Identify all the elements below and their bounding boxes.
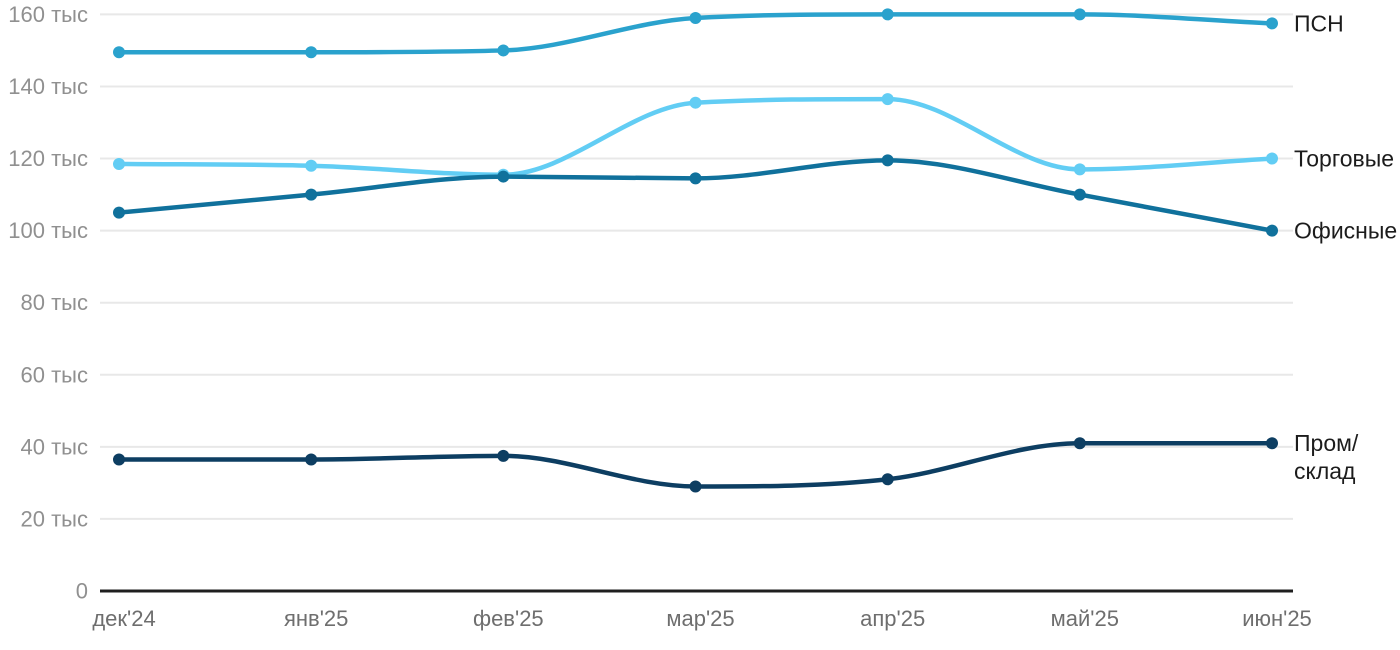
data-point-prom-sklad-0[interactable] [113, 453, 125, 466]
x-axis-tick-label: дек'24 [92, 606, 155, 631]
y-axis-tick-label: 80 тыс [21, 290, 88, 315]
series-line-torgovye [116, 96, 1275, 178]
y-axis-tick-label: 0 [76, 579, 88, 604]
data-point-psn-2[interactable] [497, 44, 510, 57]
y-axis-tick-label: 140 тыс [8, 74, 88, 99]
y-axis-tick-label: 20 тыс [21, 506, 88, 531]
data-point-ofisnye-5[interactable] [1073, 188, 1086, 201]
y-axis-tick-label: 120 тыс [8, 146, 88, 171]
data-point-prom-sklad-2[interactable] [497, 449, 510, 462]
data-point-prom-sklad-5[interactable] [1073, 437, 1086, 450]
data-point-psn-0[interactable] [113, 46, 125, 59]
y-axis-tick-label: 160 тыс [8, 2, 88, 27]
series-group [113, 8, 1279, 493]
x-axis-tick-label: май'25 [1051, 606, 1119, 631]
data-point-prom-sklad-1[interactable] [305, 453, 318, 466]
labels-group: 0 20 тыс 40 тыс 60 тыс 80 тыс 100 тыс 120 тыс 1… [8, 2, 1397, 631]
x-axis-tick-label: июн'25 [1242, 606, 1312, 631]
data-point-torgovye-0[interactable] [113, 157, 125, 170]
data-point-torgovye-4[interactable] [881, 93, 894, 106]
series-line-prom-sklad [116, 440, 1275, 489]
data-point-torgovye-1[interactable] [305, 159, 318, 172]
x-axis-tick-label: янв'25 [284, 606, 348, 631]
gridlines-group [100, 13, 1293, 520]
series-label-ofisnye: Офисные [1294, 218, 1397, 244]
series-label-prom-sklad: Пром/склад [1294, 430, 1359, 484]
y-axis-tick-label: 100 тыс [8, 218, 88, 243]
data-point-ofisnye-6[interactable] [1266, 224, 1279, 237]
data-point-prom-sklad-6[interactable] [1266, 437, 1279, 450]
y-axis-tick-label: 40 тыс [21, 434, 88, 459]
x-axis-tick-label: апр'25 [860, 606, 925, 631]
series-label-psn: ПСН [1294, 10, 1344, 36]
data-point-prom-sklad-3[interactable] [689, 480, 702, 493]
data-point-psn-1[interactable] [305, 46, 318, 59]
data-point-ofisnye-3[interactable] [689, 172, 702, 185]
data-point-torgovye-3[interactable] [689, 96, 702, 109]
data-point-psn-3[interactable] [689, 12, 702, 25]
x-axis-tick-label: мар'25 [666, 606, 734, 631]
series-label-torgovye: Торговые [1294, 146, 1394, 172]
data-point-psn-6[interactable] [1266, 17, 1279, 30]
x-axis-tick-label: фев'25 [473, 606, 544, 631]
data-point-psn-4[interactable] [881, 8, 894, 21]
data-point-ofisnye-1[interactable] [305, 188, 318, 201]
data-point-prom-sklad-4[interactable] [881, 473, 894, 486]
data-point-torgovye-6[interactable] [1266, 152, 1279, 165]
data-point-psn-5[interactable] [1073, 8, 1086, 21]
data-point-ofisnye-4[interactable] [881, 154, 894, 167]
y-axis-tick-label: 60 тыс [21, 362, 88, 387]
data-point-ofisnye-2[interactable] [497, 170, 510, 183]
data-point-ofisnye-0[interactable] [113, 206, 125, 219]
data-point-torgovye-5[interactable] [1073, 163, 1086, 176]
